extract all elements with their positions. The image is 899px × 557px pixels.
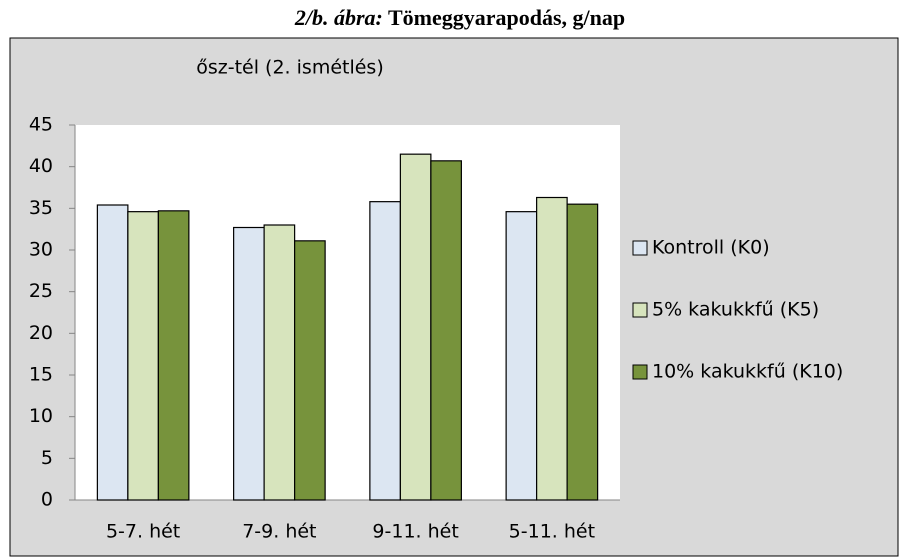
bar — [96, 204, 129, 501]
legend-swatch — [632, 364, 648, 380]
y-tick-label: 40 — [29, 155, 53, 177]
bar — [294, 240, 326, 501]
legend-label: 5% kakukkfű (K5) — [652, 299, 819, 321]
bar — [399, 153, 432, 501]
y-tick-label: 45 — [29, 114, 53, 136]
x-tick-label: 5-7. hét — [106, 521, 180, 543]
y-tick-label: 10 — [29, 405, 53, 427]
y-tick-label: 35 — [29, 197, 53, 219]
legend-label: 10% kakukkfű (K10) — [652, 361, 843, 383]
bar — [127, 211, 159, 501]
x-tick-label: 5-11. hét — [509, 521, 595, 543]
y-tick-label: 30 — [29, 239, 53, 261]
bar — [157, 210, 190, 501]
bar — [263, 224, 296, 501]
legend-label: Kontroll (K0) — [652, 237, 770, 259]
chart-title: ősz-tél (2. ismétlés) — [196, 57, 384, 79]
bar — [566, 203, 599, 501]
caption: 2/b. ábra: Tömeggyarapodás, g/nap — [294, 5, 625, 30]
bar — [233, 226, 265, 501]
y-tick-label: 20 — [29, 322, 53, 344]
legend-swatch — [632, 302, 648, 318]
y-tick-label: 25 — [29, 280, 53, 302]
bar — [536, 196, 568, 501]
bar — [430, 160, 462, 501]
legend-swatch — [632, 240, 648, 256]
bar — [505, 211, 538, 501]
bar — [369, 201, 401, 501]
x-tick-label: 9-11. hét — [372, 521, 458, 543]
y-tick-label: 5 — [41, 447, 53, 469]
x-tick-label: 7-9. hét — [242, 521, 316, 543]
caption-label: 2/b. ábra: — [294, 5, 383, 30]
y-tick-label: 0 — [41, 489, 53, 511]
y-tick-label: 15 — [29, 364, 53, 386]
caption-text: Tömeggyarapodás, g/nap — [388, 5, 625, 30]
